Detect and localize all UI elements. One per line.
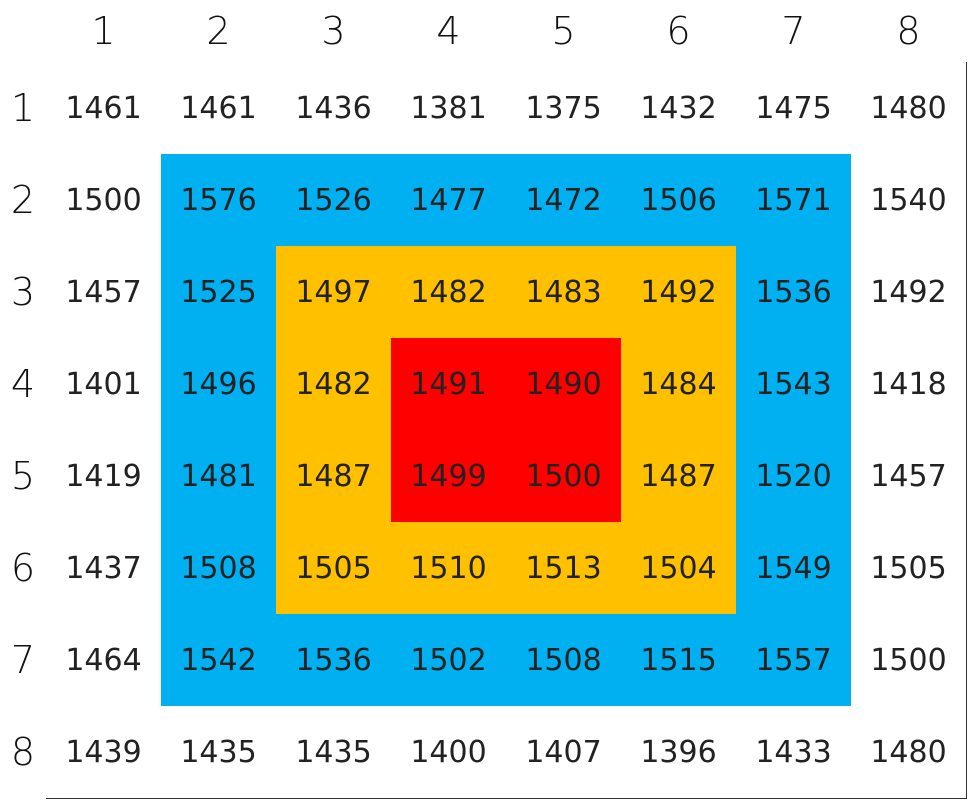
cell: 1484 bbox=[621, 338, 737, 431]
cell: 1542 bbox=[161, 614, 277, 707]
row-header: 3 bbox=[10, 270, 36, 314]
cell: 1496 bbox=[161, 338, 277, 431]
cell: 1499 bbox=[391, 430, 507, 523]
cell: 1457 bbox=[46, 246, 162, 339]
cell: 1571 bbox=[736, 154, 852, 247]
cell: 1475 bbox=[736, 62, 852, 155]
row-header: 5 bbox=[10, 454, 36, 498]
column-header: 1 bbox=[91, 9, 116, 53]
cell: 1525 bbox=[161, 246, 277, 339]
cell: 1508 bbox=[506, 614, 622, 707]
cell: 1576 bbox=[161, 154, 277, 247]
cell: 1510 bbox=[391, 522, 507, 615]
cell: 1487 bbox=[276, 430, 392, 523]
cell: 1520 bbox=[736, 430, 852, 523]
row-header: 6 bbox=[10, 546, 36, 590]
cell: 1497 bbox=[276, 246, 392, 339]
cell: 1500 bbox=[506, 430, 622, 523]
cell: 1526 bbox=[276, 154, 392, 247]
cell: 1515 bbox=[621, 614, 737, 707]
cell: 1483 bbox=[506, 246, 622, 339]
cell: 1375 bbox=[506, 62, 622, 155]
cell: 1492 bbox=[851, 246, 967, 339]
cell: 1500 bbox=[46, 154, 162, 247]
column-header: 5 bbox=[551, 9, 576, 53]
cell: 1480 bbox=[851, 62, 967, 155]
row-header: 8 bbox=[10, 730, 36, 774]
column-header: 7 bbox=[781, 9, 806, 53]
cell: 1472 bbox=[506, 154, 622, 247]
cell: 1506 bbox=[621, 154, 737, 247]
column-header: 4 bbox=[436, 9, 461, 53]
cell: 1491 bbox=[391, 338, 507, 431]
cell: 1461 bbox=[46, 62, 162, 155]
cell: 1505 bbox=[851, 522, 967, 615]
column-header: 6 bbox=[666, 9, 691, 53]
cell: 1482 bbox=[276, 338, 392, 431]
cell: 1540 bbox=[851, 154, 967, 247]
cell: 1418 bbox=[851, 338, 967, 431]
cell: 1508 bbox=[161, 522, 277, 615]
column-header: 2 bbox=[206, 9, 231, 53]
cell: 1400 bbox=[391, 706, 507, 799]
cell: 1477 bbox=[391, 154, 507, 247]
column-header: 8 bbox=[896, 9, 921, 53]
cell: 1464 bbox=[46, 614, 162, 707]
cell: 1487 bbox=[621, 430, 737, 523]
row-header: 1 bbox=[10, 86, 36, 130]
cell: 1433 bbox=[736, 706, 852, 799]
cell: 1543 bbox=[736, 338, 852, 431]
cell: 1513 bbox=[506, 522, 622, 615]
cell: 1435 bbox=[276, 706, 392, 799]
cell: 1505 bbox=[276, 522, 392, 615]
cell: 1536 bbox=[276, 614, 392, 707]
cell: 1549 bbox=[736, 522, 852, 615]
cell: 1437 bbox=[46, 522, 162, 615]
cell: 1504 bbox=[621, 522, 737, 615]
cell: 1461 bbox=[161, 62, 277, 155]
cell: 1435 bbox=[161, 706, 277, 799]
cell: 1481 bbox=[161, 430, 277, 523]
cell: 1457 bbox=[851, 430, 967, 523]
cell: 1536 bbox=[736, 246, 852, 339]
row-header: 4 bbox=[10, 362, 36, 406]
row-header: 7 bbox=[10, 638, 36, 682]
cell: 1401 bbox=[46, 338, 162, 431]
cell: 1407 bbox=[506, 706, 622, 799]
cell: 1432 bbox=[621, 62, 737, 155]
cell: 1480 bbox=[851, 706, 967, 799]
cell: 1439 bbox=[46, 706, 162, 799]
cell: 1490 bbox=[506, 338, 622, 431]
cell: 1436 bbox=[276, 62, 392, 155]
cell: 1502 bbox=[391, 614, 507, 707]
cell: 1492 bbox=[621, 246, 737, 339]
heat-grid: 1461 1461 1436 1381 1375 1432 1475 1480 1500 1576… bbox=[46, 62, 967, 799]
row-header: 2 bbox=[10, 178, 36, 222]
cell: 1500 bbox=[851, 614, 967, 707]
cell: 1419 bbox=[46, 430, 162, 523]
cell: 1396 bbox=[621, 706, 737, 799]
cell: 1557 bbox=[736, 614, 852, 707]
column-header: 3 bbox=[321, 9, 346, 53]
cell: 1381 bbox=[391, 62, 507, 155]
cell: 1482 bbox=[391, 246, 507, 339]
